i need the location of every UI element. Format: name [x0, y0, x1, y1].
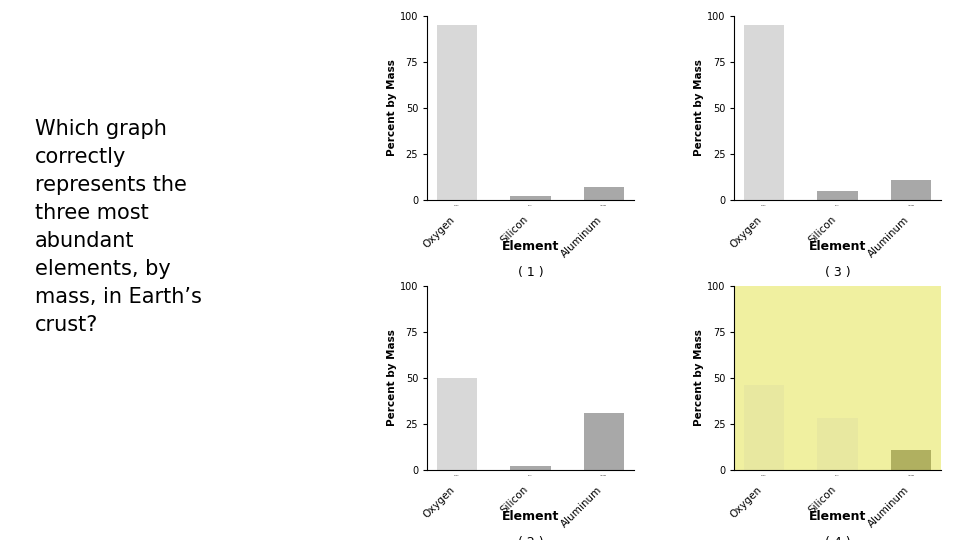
Bar [510, 196, 551, 200]
Bar [584, 413, 624, 470]
Bar [744, 386, 784, 470]
Text: ( 3 ): ( 3 ) [825, 266, 851, 279]
Y-axis label: Percent by Mass: Percent by Mass [694, 59, 705, 157]
Y-axis label: Percent by Mass: Percent by Mass [387, 59, 397, 157]
Text: Aluminum: Aluminum [560, 484, 604, 529]
Text: Oxygen: Oxygen [729, 484, 764, 520]
Y-axis label: Percent by Mass: Percent by Mass [387, 329, 397, 427]
Text: Silicon: Silicon [499, 484, 530, 516]
Text: Which graph
correctly
represents the
three most
abundant
elements, by
mass, in E: Which graph correctly represents the thr… [35, 119, 202, 335]
Bar [817, 418, 858, 470]
Text: ( 2 ): ( 2 ) [517, 536, 543, 540]
Text: Element: Element [809, 510, 866, 523]
Text: Aluminum: Aluminum [867, 214, 911, 259]
Text: Element: Element [502, 240, 559, 253]
Bar [817, 191, 858, 200]
Text: Element: Element [502, 510, 559, 523]
Text: Silicon: Silicon [499, 214, 530, 246]
Text: Oxygen: Oxygen [729, 214, 764, 250]
Text: Element: Element [809, 240, 866, 253]
Bar [437, 378, 477, 470]
Bar [891, 450, 931, 470]
Text: Aluminum: Aluminum [560, 214, 604, 259]
Text: Oxygen: Oxygen [421, 214, 457, 250]
Bar [584, 187, 624, 200]
Bar [891, 180, 931, 200]
Text: ( 1 ): ( 1 ) [517, 266, 543, 279]
Bar [437, 25, 477, 200]
Text: Silicon: Silicon [806, 484, 837, 516]
Bar [744, 25, 784, 200]
Text: Aluminum: Aluminum [867, 484, 911, 529]
Text: Silicon: Silicon [806, 214, 837, 246]
Bar [510, 466, 551, 470]
Text: ( 4 ): ( 4 ) [825, 536, 851, 540]
Y-axis label: Percent by Mass: Percent by Mass [694, 329, 705, 427]
Text: Oxygen: Oxygen [421, 484, 457, 520]
